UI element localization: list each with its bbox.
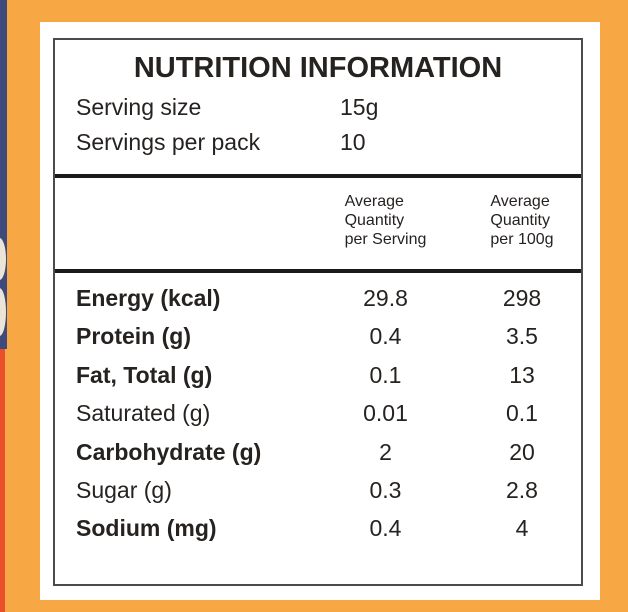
table-row-carbohydrate: Carbohydrate (g) 2 20 [55, 433, 581, 471]
table-row-protein: Protein (g) 0.4 3.5 [55, 317, 581, 355]
header-line: per Serving [344, 231, 427, 248]
per-100g-value: 3.5 [506, 323, 538, 350]
nutrition-table: NUTRITION INFORMATION Serving size 15g S… [53, 38, 583, 586]
servings-per-pack-label: Servings per pack [76, 129, 261, 155]
nutrient-label: Sodium (mg) [76, 515, 217, 542]
per-serving-value: 29.8 [363, 285, 408, 311]
nutrient-label: Fat, Total (g) [76, 361, 213, 388]
per-100g-value: 298 [502, 285, 542, 311]
table-row-fat-total: Fat, Total (g) 0.1 13 [55, 356, 581, 394]
column-header-row: Average Quantity per Serving Average Qua… [55, 192, 581, 249]
servings-per-pack-value: 10 [340, 129, 366, 155]
header-line: Quantity [344, 212, 405, 229]
divider-rule-middle [55, 269, 581, 273]
serving-size-label: Serving size [76, 94, 202, 120]
column-header-per-serving: Average Quantity per Serving [308, 192, 463, 249]
column-header-per-100g: Average Quantity per 100g [463, 192, 581, 249]
header-line: Quantity [490, 212, 550, 229]
left-edge-cream-shape [0, 288, 6, 336]
per-100g-value: 13 [509, 361, 535, 388]
header-line: Average [490, 193, 550, 210]
left-edge-navy-stripe [0, 0, 7, 349]
nutrition-title: NUTRITION INFORMATION [133, 52, 503, 84]
header-line: Average [344, 193, 404, 210]
nutrient-column-spacer [55, 192, 308, 249]
nutrient-label: Saturated (g) [76, 400, 211, 427]
nutrient-label: Carbohydrate (g) [76, 438, 262, 465]
table-row-energy: Energy (kcal) 29.8 298 [55, 279, 581, 317]
servings-per-pack-row: Servings per pack 10 [55, 129, 581, 157]
serving-size-value: 15g [340, 94, 379, 120]
nutrient-label: Sugar (g) [76, 476, 172, 503]
table-row-sugar: Sugar (g) 0.3 2.8 [55, 471, 581, 509]
divider-rule-top [55, 174, 581, 178]
nutrient-label: Protein (g) [76, 323, 191, 350]
per-100g-value: 20 [509, 438, 535, 465]
per-100g-value: 0.1 [506, 400, 538, 427]
label-panel: NUTRITION INFORMATION Serving size 15g S… [40, 22, 600, 600]
per-100g-value: 4 [515, 515, 529, 542]
left-edge-cream-shape [0, 238, 6, 280]
left-edge-red-stripe [0, 349, 5, 612]
nutrient-rows: Energy (kcal) 29.8 298 Protein (g) 0.4 3… [55, 279, 581, 548]
nutrient-label: Energy (kcal) [76, 285, 221, 311]
table-row-saturated: Saturated (g) 0.01 0.1 [55, 394, 581, 432]
serving-size-row: Serving size 15g [55, 94, 581, 122]
per-serving-value: 0.01 [363, 400, 408, 427]
per-serving-value: 2 [379, 438, 392, 465]
header-line: per 100g [490, 231, 554, 248]
per-serving-value: 0.4 [369, 323, 402, 350]
per-serving-value: 0.3 [369, 476, 402, 503]
per-serving-value: 0.1 [369, 361, 402, 388]
per-100g-value: 2.8 [506, 476, 538, 503]
table-row-sodium: Sodium (mg) 0.4 4 [55, 509, 581, 547]
per-serving-value: 0.4 [369, 515, 402, 542]
